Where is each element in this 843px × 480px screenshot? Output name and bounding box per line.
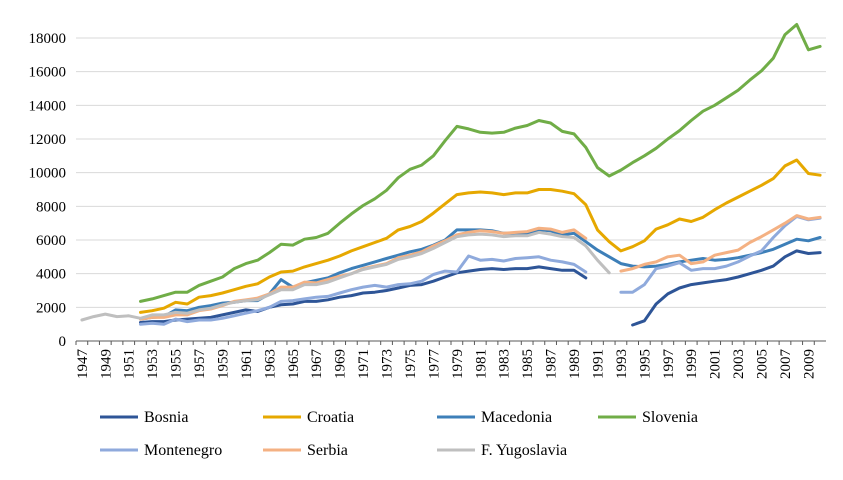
x-tick-label: 1987 — [544, 349, 560, 380]
x-tick-label: 2005 — [755, 349, 771, 379]
series-line-croatia — [139, 158, 822, 314]
x-tick-label: 1949 — [98, 349, 114, 379]
legend-label: F. Yugoslavia — [481, 442, 567, 459]
legend-label: Slovenia — [642, 409, 698, 426]
x-tick-label: 1969 — [333, 349, 349, 379]
series-line-macedonia — [139, 228, 822, 321]
x-tick-label: 2001 — [708, 349, 724, 379]
y-tick-label: 10000 — [29, 166, 67, 182]
x-tick-label: 1999 — [684, 349, 700, 379]
series-line-slovenia — [139, 23, 822, 303]
y-tick-label: 4000 — [36, 267, 66, 283]
x-tick-label: 1997 — [661, 349, 677, 380]
x-tick-label: 1995 — [637, 349, 653, 379]
y-tick-label: 8000 — [36, 199, 66, 215]
x-tick-label: 1963 — [262, 349, 278, 379]
series-line-montenegro — [619, 214, 822, 294]
legend-label: Macedonia — [481, 409, 552, 426]
series-line-montenegro — [139, 254, 588, 326]
x-tick-label: 1947 — [75, 349, 91, 380]
x-tick-label: 1981 — [473, 349, 489, 379]
x-tick-label: 1965 — [286, 349, 302, 379]
y-axis-ticks: 0 2000 4000 6000 8000 10000 12000 14000 16000 180… — [29, 31, 67, 350]
legend-label: Montenegro — [144, 442, 222, 459]
series-line-bosnia — [631, 249, 822, 327]
x-tick-label: 1973 — [380, 349, 396, 379]
x-tick-label: 1977 — [426, 349, 442, 380]
x-tick-label: 1979 — [450, 349, 466, 379]
x-tick-label: 2003 — [731, 349, 747, 379]
x-tick-label: 1971 — [356, 349, 372, 379]
x-tick-label: 1951 — [122, 349, 138, 379]
y-tick-label: 6000 — [36, 233, 66, 249]
x-tick-label: 1993 — [614, 349, 630, 379]
y-tick-label: 0 — [59, 334, 67, 350]
y-tick-label: 16000 — [29, 65, 67, 81]
x-tick-label: 1953 — [145, 349, 161, 379]
x-tick-label: 2009 — [801, 349, 817, 379]
x-tick-label: 1961 — [239, 349, 255, 379]
y-tick-label: 12000 — [29, 132, 67, 148]
x-tick-label: 2007 — [778, 349, 794, 380]
x-tick-label: 1975 — [403, 349, 419, 379]
series-line-f-yugoslavia — [80, 230, 611, 322]
legend-label: Serbia — [307, 442, 348, 459]
series-lines — [80, 23, 822, 327]
x-tick-label: 1955 — [169, 349, 185, 379]
series-line-bosnia — [139, 265, 588, 324]
x-tick-label: 1985 — [520, 349, 536, 379]
x-tick-label: 1991 — [590, 349, 606, 379]
x-tick-label: 1967 — [309, 349, 325, 380]
y-tick-label: 2000 — [36, 300, 66, 316]
x-tick-label: 1959 — [215, 349, 231, 379]
y-tick-label: 14000 — [29, 98, 67, 114]
legend-label: Croatia — [307, 409, 354, 426]
x-tick-label: 1989 — [567, 349, 583, 379]
y-tick-label: 18000 — [29, 31, 67, 47]
x-tick-label: 1983 — [497, 349, 513, 379]
x-tick-label: 1957 — [192, 349, 208, 380]
legend: Bosnia Croatia Macedonia Slovenia Montenegro… — [100, 409, 698, 459]
legend-label: Bosnia — [144, 409, 188, 426]
gridlines — [76, 37, 826, 308]
x-axis-ticks: 1947 1949 1951 1953 1955 1957 1959 1961 1963 1965… — [75, 341, 817, 380]
series-line-serbia — [619, 214, 822, 273]
